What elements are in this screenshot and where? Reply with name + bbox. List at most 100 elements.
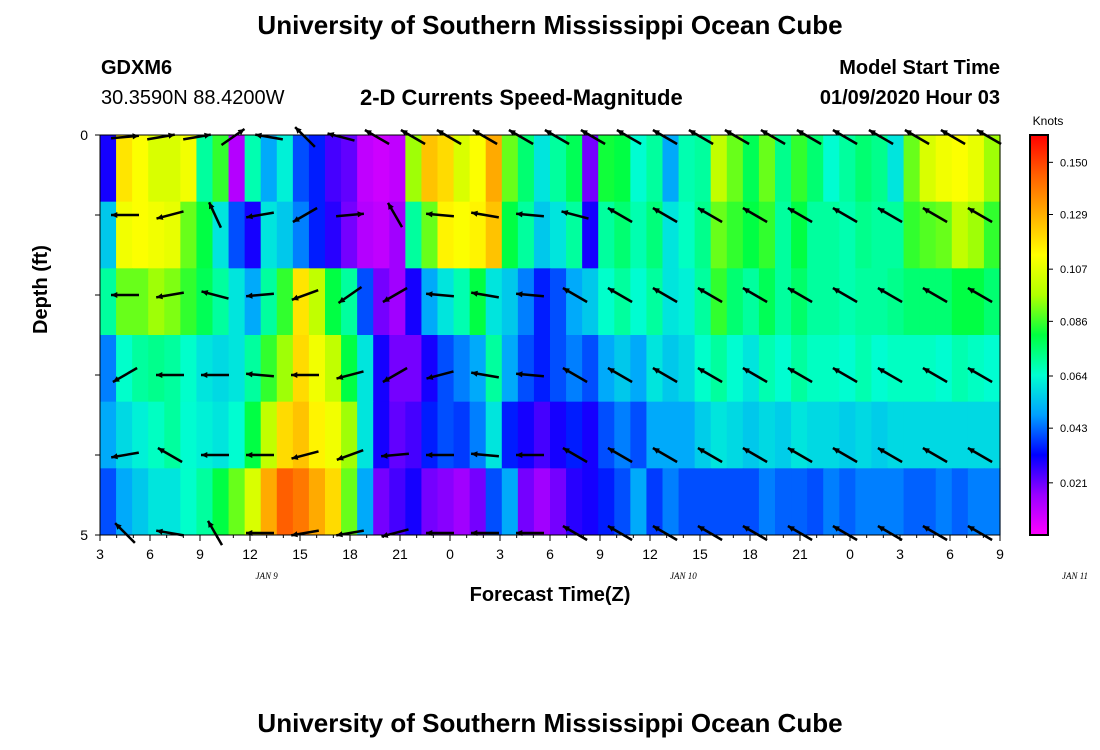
heatmap-cell [373,201,390,269]
heatmap-cell [212,135,230,203]
current-arrowhead [832,368,840,374]
heatmap-cell [292,335,310,403]
current-arrowhead [246,452,253,458]
heatmap-cell [662,335,680,403]
heatmap-cell [533,335,551,403]
current-arrowhead [471,210,478,217]
page-title: University of Southern Mississippi Ocean… [257,10,843,40]
current-arrowhead [201,452,208,458]
heatmap-cell [839,335,856,403]
heatmap-cell [228,401,246,469]
heatmap-cell [357,135,374,203]
current-arrowhead [832,526,840,532]
heatmap-cell [308,401,326,469]
current-arrowhead [201,372,208,378]
x-tick-label: 6 [546,546,554,562]
heatmap-cell [132,201,149,269]
heatmap-cell [292,401,310,469]
heatmap-cell [742,201,760,269]
heatmap-cell [726,468,744,536]
heatmap-cell [983,268,1001,336]
current-arrowhead [787,368,795,374]
heatmap-cell [887,401,905,469]
heatmap-cell [791,135,808,203]
current-arrowhead [561,210,569,216]
heatmap-cell [164,201,181,269]
heatmap-cell [485,268,503,336]
heatmap-cell [437,201,455,269]
heatmap-cell [325,468,342,536]
heatmap-cell [887,135,905,203]
colorbar [1029,134,1049,536]
heatmap-cell [260,401,278,469]
heatmap-cell [389,468,406,536]
heatmap-cell [357,468,374,536]
heatmap-cell [116,201,133,269]
heatmap-cell [951,401,969,469]
heatmap-cell [100,201,117,269]
heatmap-cell [469,468,487,536]
heatmap-cell [694,401,712,469]
heatmap-cell [839,468,856,536]
heatmap-cell [453,468,471,536]
current-arrowhead [652,130,660,136]
heatmap-cell [228,135,246,203]
current-arrowhead [922,448,930,454]
heatmap-cell [100,468,117,536]
heatmap-cell [421,468,439,536]
heatmap-cell [116,268,133,336]
current-arrowhead [607,208,615,214]
heatmap-cell [373,468,390,536]
heatmap-cell [148,201,165,269]
heatmap-cell [726,335,744,403]
x-tick-label: 12 [642,546,658,562]
current-arrowhead [697,526,705,532]
heatmap-cell [935,201,953,269]
heatmap-cell [533,468,551,536]
current-arrowhead [922,208,930,214]
heatmap-cell [935,268,953,336]
current-arrowhead [112,376,120,382]
heatmap-cell [421,135,439,203]
heatmap-cell [453,335,471,403]
heatmap-cell [164,268,181,336]
heatmap-cell [517,335,535,403]
x-axis-label: Forecast Time(Z) [469,584,631,606]
heatmap-cell [726,135,744,203]
heatmap-cell [662,135,680,203]
heatmap-cell [437,135,455,203]
heatmap-cell [823,401,840,469]
heatmap-cell [807,468,824,536]
heatmap-cell [935,335,953,403]
current-arrowhead [471,290,478,297]
current-arrowhead [291,531,298,538]
heatmap-cell [614,468,631,536]
current-arrowhead [338,296,346,303]
current-arrowhead [426,452,433,458]
current-arrowhead [246,371,253,378]
heatmap-cell [935,401,953,469]
current-arrowhead [291,372,298,378]
current-arrowhead [967,448,975,454]
heatmap-cell [180,201,198,269]
current-arrowhead [291,294,299,301]
heatmap-cell [742,135,760,203]
heatmap-cell [807,201,824,269]
current-arrowhead [291,454,299,460]
current-arrowhead [516,452,523,458]
heatmap-cell [566,335,583,403]
heatmap-cell [758,468,776,536]
current-arrowhead [156,372,163,378]
heatmap-cell [501,135,519,203]
heatmap-cell [389,335,406,403]
current-arrowhead [724,130,732,136]
heatmap-cell [855,468,873,536]
heatmap-cell [694,468,712,536]
current-arrowhead [157,448,165,454]
heatmap-cell [100,268,117,336]
heatmap-cell [180,468,198,536]
current-arrowhead [967,288,975,294]
heatmap-cell [710,135,728,203]
heatmap-cell [485,468,503,536]
heatmap-cell [325,135,342,203]
